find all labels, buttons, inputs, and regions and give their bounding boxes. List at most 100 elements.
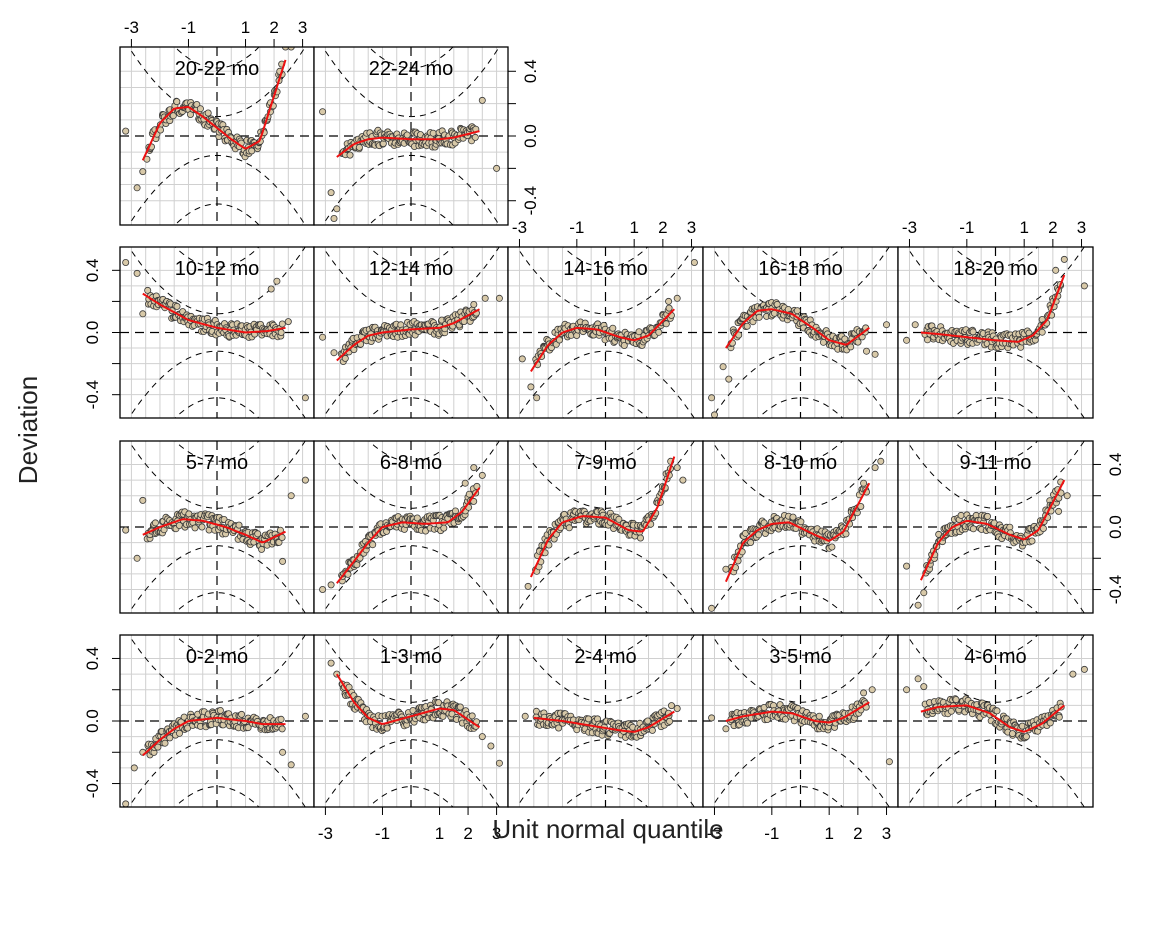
- data-point: [722, 725, 730, 733]
- x-tick-label: -3: [318, 824, 333, 843]
- data-point: [793, 307, 801, 315]
- data-point: [854, 338, 862, 346]
- data-point: [635, 328, 643, 336]
- data-point: [637, 534, 645, 542]
- inner-upper-envelope: [906, 441, 1085, 509]
- y-tick-label: -0.4: [521, 186, 540, 215]
- inner-lower-envelope: [711, 350, 890, 418]
- data-point: [204, 109, 212, 117]
- data-point: [666, 717, 674, 725]
- panel-label: 12-14 mo: [369, 258, 454, 280]
- x-axis-ticks: -3 -1 1 2 3: [902, 218, 1086, 247]
- panel-label: 0-2 mo: [186, 646, 248, 668]
- panel-label: 8-10 mo: [764, 452, 837, 474]
- inner-upper-envelope: [711, 247, 890, 315]
- y-tick-label: 0.4: [83, 258, 102, 282]
- data-point: [555, 724, 563, 732]
- smooth-line: [336, 308, 480, 362]
- x-tick-label: 3: [1077, 218, 1086, 237]
- data-point: [1069, 670, 1077, 678]
- panel-plot-area: [508, 247, 703, 418]
- x-tick-label: -1: [959, 218, 974, 237]
- data-point: [924, 336, 932, 344]
- panel-4-6-mo: 4-6 mo: [897, 634, 1094, 808]
- outer-upper-envelope: [368, 47, 454, 69]
- inner-lower-envelope: [322, 154, 500, 225]
- inner-lower-envelope: [711, 739, 890, 807]
- data-point: [341, 354, 349, 362]
- data-point: [279, 557, 287, 565]
- data-point: [1080, 282, 1088, 290]
- data-point: [860, 479, 868, 487]
- data-point: [383, 724, 391, 732]
- data-point: [319, 108, 327, 116]
- panel-7-9-mo: 7-9 mo: [507, 440, 704, 614]
- data-point: [883, 321, 891, 329]
- data-point: [151, 519, 159, 527]
- data-point: [524, 582, 532, 590]
- panel-14-16-mo: 14-16 mo: [507, 246, 704, 419]
- inner-lower-envelope: [322, 350, 500, 418]
- inner-lower-envelope: [128, 739, 306, 807]
- x-axis-ticks: -3 -1 1 2 3: [124, 18, 307, 47]
- y-tick-label: 0.0: [83, 709, 102, 733]
- panel-plot-area: [314, 247, 508, 418]
- panel-plot-area: [703, 441, 898, 613]
- data-point: [470, 464, 478, 472]
- data-point: [755, 313, 763, 321]
- data-point: [1055, 507, 1063, 515]
- data-point: [173, 302, 181, 310]
- inner-lower-envelope: [711, 545, 890, 613]
- data-point: [238, 710, 246, 718]
- data-point: [235, 521, 243, 529]
- data-point: [565, 524, 573, 532]
- smooth-line: [533, 710, 675, 733]
- data-point: [755, 531, 763, 539]
- inner-upper-envelope: [128, 441, 306, 509]
- data-point: [871, 464, 879, 472]
- data-point: [175, 729, 183, 737]
- data-point: [267, 285, 275, 293]
- panel-border: [897, 246, 1094, 419]
- data-point: [327, 581, 335, 589]
- y-tick-label: -0.4: [1106, 575, 1125, 604]
- data-point: [369, 541, 377, 549]
- data-point: [868, 686, 876, 694]
- data-point: [277, 715, 285, 723]
- panel-18-20-mo: 18-20 mo: [897, 246, 1094, 419]
- x-tick-label: -3: [707, 824, 722, 843]
- y-tick-label: 0.0: [521, 124, 540, 148]
- data-point: [139, 310, 147, 318]
- data-point: [673, 705, 681, 713]
- panel-plot-area: [508, 635, 703, 807]
- y-axis-label: Deviation: [13, 376, 43, 484]
- data-point: [743, 322, 751, 330]
- data-point: [139, 168, 147, 176]
- data-point: [301, 476, 309, 484]
- data-point: [863, 347, 871, 355]
- data-point: [620, 341, 628, 349]
- data-point: [828, 543, 836, 551]
- smooth-line: [725, 701, 870, 724]
- data-point: [877, 457, 885, 465]
- data-point: [789, 513, 797, 521]
- data-point: [327, 189, 335, 197]
- y-axis-ticks: -0.4 0.0 0.4: [508, 59, 540, 215]
- data-point: [139, 496, 147, 504]
- inner-upper-envelope: [711, 441, 890, 509]
- data-point: [665, 297, 673, 305]
- panel-plot-area: [120, 635, 314, 807]
- x-tick-label: 3: [492, 824, 501, 843]
- panel-label: 1-3 mo: [380, 646, 442, 668]
- data-point: [815, 712, 823, 720]
- inner-upper-envelope: [322, 247, 500, 315]
- data-point: [969, 525, 977, 533]
- data-point: [278, 320, 286, 328]
- smooth-line: [920, 274, 1066, 343]
- data-point: [521, 712, 529, 720]
- panel-label: 2-4 mo: [574, 646, 636, 668]
- data-point: [665, 304, 673, 312]
- smooth-line: [141, 59, 287, 161]
- panel-label: 4-6 mo: [964, 646, 1026, 668]
